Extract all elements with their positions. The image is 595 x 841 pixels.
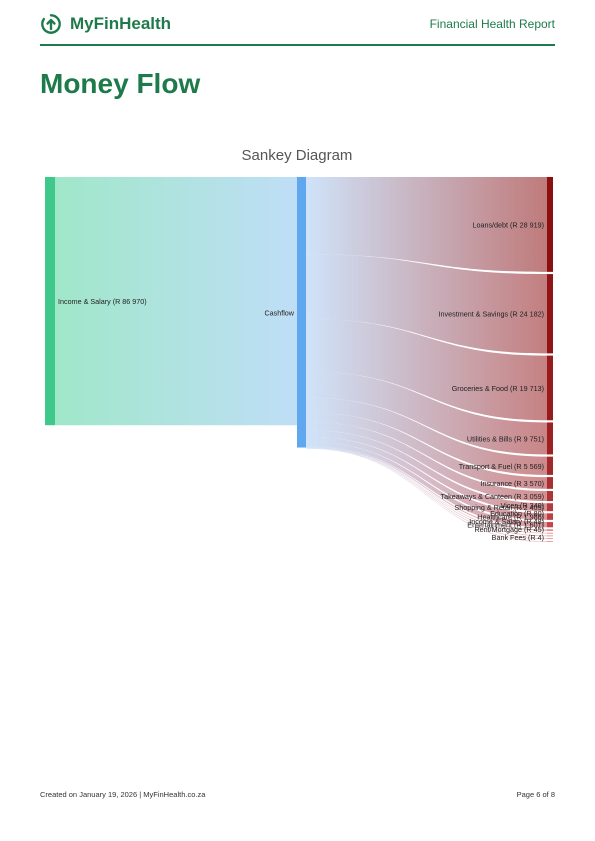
node-education xyxy=(547,532,553,534)
node-groceries-food xyxy=(547,355,553,421)
upload-arrow-circle-icon xyxy=(41,14,61,34)
outflow-links xyxy=(306,177,547,542)
node-label-investment-savings: Investment & Savings (R 24 182) xyxy=(439,310,544,319)
diagram-title: Sankey Diagram xyxy=(242,147,353,164)
link-cashflow-to-investment-savings xyxy=(306,254,547,354)
link-cashflow-to-loans-debt xyxy=(306,177,547,272)
link-income-to-cashflow xyxy=(55,177,297,426)
node-rent-mortgage xyxy=(547,538,553,540)
node-label-utilities-bills: Utilities & Bills (R 9 751) xyxy=(467,434,544,443)
node-insurance xyxy=(547,477,553,489)
node-label-education: Education (R 80) xyxy=(490,509,544,518)
node-label-bank-fees: Bank Fees (R 4) xyxy=(492,533,544,542)
source-links xyxy=(55,177,297,426)
node-utilities-bills xyxy=(547,422,553,455)
node-label-rent-mortgage: Rent/Mortgage (R 45) xyxy=(474,525,544,534)
report-header: MyFinHealth Financial Health Report xyxy=(40,12,555,46)
node-label-transport-fuel: Transport & Fuel (R 5 569) xyxy=(459,462,544,471)
node-income-salary xyxy=(547,535,553,537)
node-label-insurance: Insurance (R 3 570) xyxy=(480,479,544,488)
link-cashflow-to-healthcare xyxy=(306,436,547,520)
link-cashflow-to-entertainment xyxy=(306,441,547,528)
report-title: Financial Health Report xyxy=(429,17,555,31)
footer-created: Created on January 19, 2026 | MyFinHealt… xyxy=(40,790,206,799)
node-loans-debt xyxy=(547,177,553,272)
link-cashflow-to-shopping-retail xyxy=(306,430,547,512)
link-cashflow-to-transport-fuel xyxy=(306,397,547,475)
link-cashflow-to-income-salary xyxy=(306,447,547,537)
node-label-income-salary: Income & Salary (R 48) xyxy=(469,517,544,526)
footer-page-number: Page 6 of 8 xyxy=(516,790,555,799)
link-cashflow-to-bank-fees xyxy=(306,448,547,542)
sankey-svg: Sankey Diagram Loans/debt (R 28 919) Inve… xyxy=(45,147,553,542)
link-cashflow-to-utilities-bills xyxy=(306,371,547,455)
node-healthcare xyxy=(547,513,553,520)
link-cashflow-to-vices xyxy=(306,446,547,531)
link-cashflow-to-education xyxy=(306,447,547,534)
sankey-nodes xyxy=(45,177,553,542)
node-income-salary xyxy=(45,177,55,426)
sankey-labels: Loans/debt (R 28 919) Investment & Saving… xyxy=(58,220,544,542)
node-transport-fuel xyxy=(547,456,553,475)
node-label-groceries-food: Groceries & Food (R 19 713) xyxy=(452,384,544,393)
brand: MyFinHealth xyxy=(40,12,171,36)
node-takeaways-canteen xyxy=(547,491,553,502)
node-vices xyxy=(547,529,553,531)
node-label-vices: Vices (R 340) xyxy=(501,501,544,510)
node-label-loans-debt: Loans/debt (R 28 919) xyxy=(472,220,544,229)
node-investment-savings xyxy=(547,274,553,354)
node-bank-fees xyxy=(547,541,553,542)
brand-name: MyFinHealth xyxy=(70,14,172,33)
node-entertainment xyxy=(547,522,553,528)
node-label-income-salary: Income & Salary (R 86 970) xyxy=(58,297,147,306)
node-label-healthcare: Healthcare (R 1 986) xyxy=(477,513,544,522)
node-label-cashflow: Cashflow xyxy=(264,308,294,317)
page-title: Money Flow xyxy=(40,68,201,99)
node-label-entertainment: Entertainment (R 1 601) xyxy=(467,521,544,530)
node-cashflow xyxy=(297,177,306,448)
node-shopping-retail xyxy=(547,503,553,512)
sankey-diagram: Sankey Diagram Loans/debt (R 28 919) Inve… xyxy=(40,140,555,560)
link-cashflow-to-takeaways-canteen xyxy=(306,421,547,502)
node-label-takeaways-canteen: Takeaways & Canteen (R 3 059) xyxy=(441,492,544,501)
link-cashflow-to-groceries-food xyxy=(306,318,547,421)
link-cashflow-to-insurance xyxy=(306,412,547,489)
node-label-shopping-retail: Shopping & Retail (R 2 405) xyxy=(455,503,545,512)
link-cashflow-to-rent-mortgage xyxy=(306,447,547,540)
